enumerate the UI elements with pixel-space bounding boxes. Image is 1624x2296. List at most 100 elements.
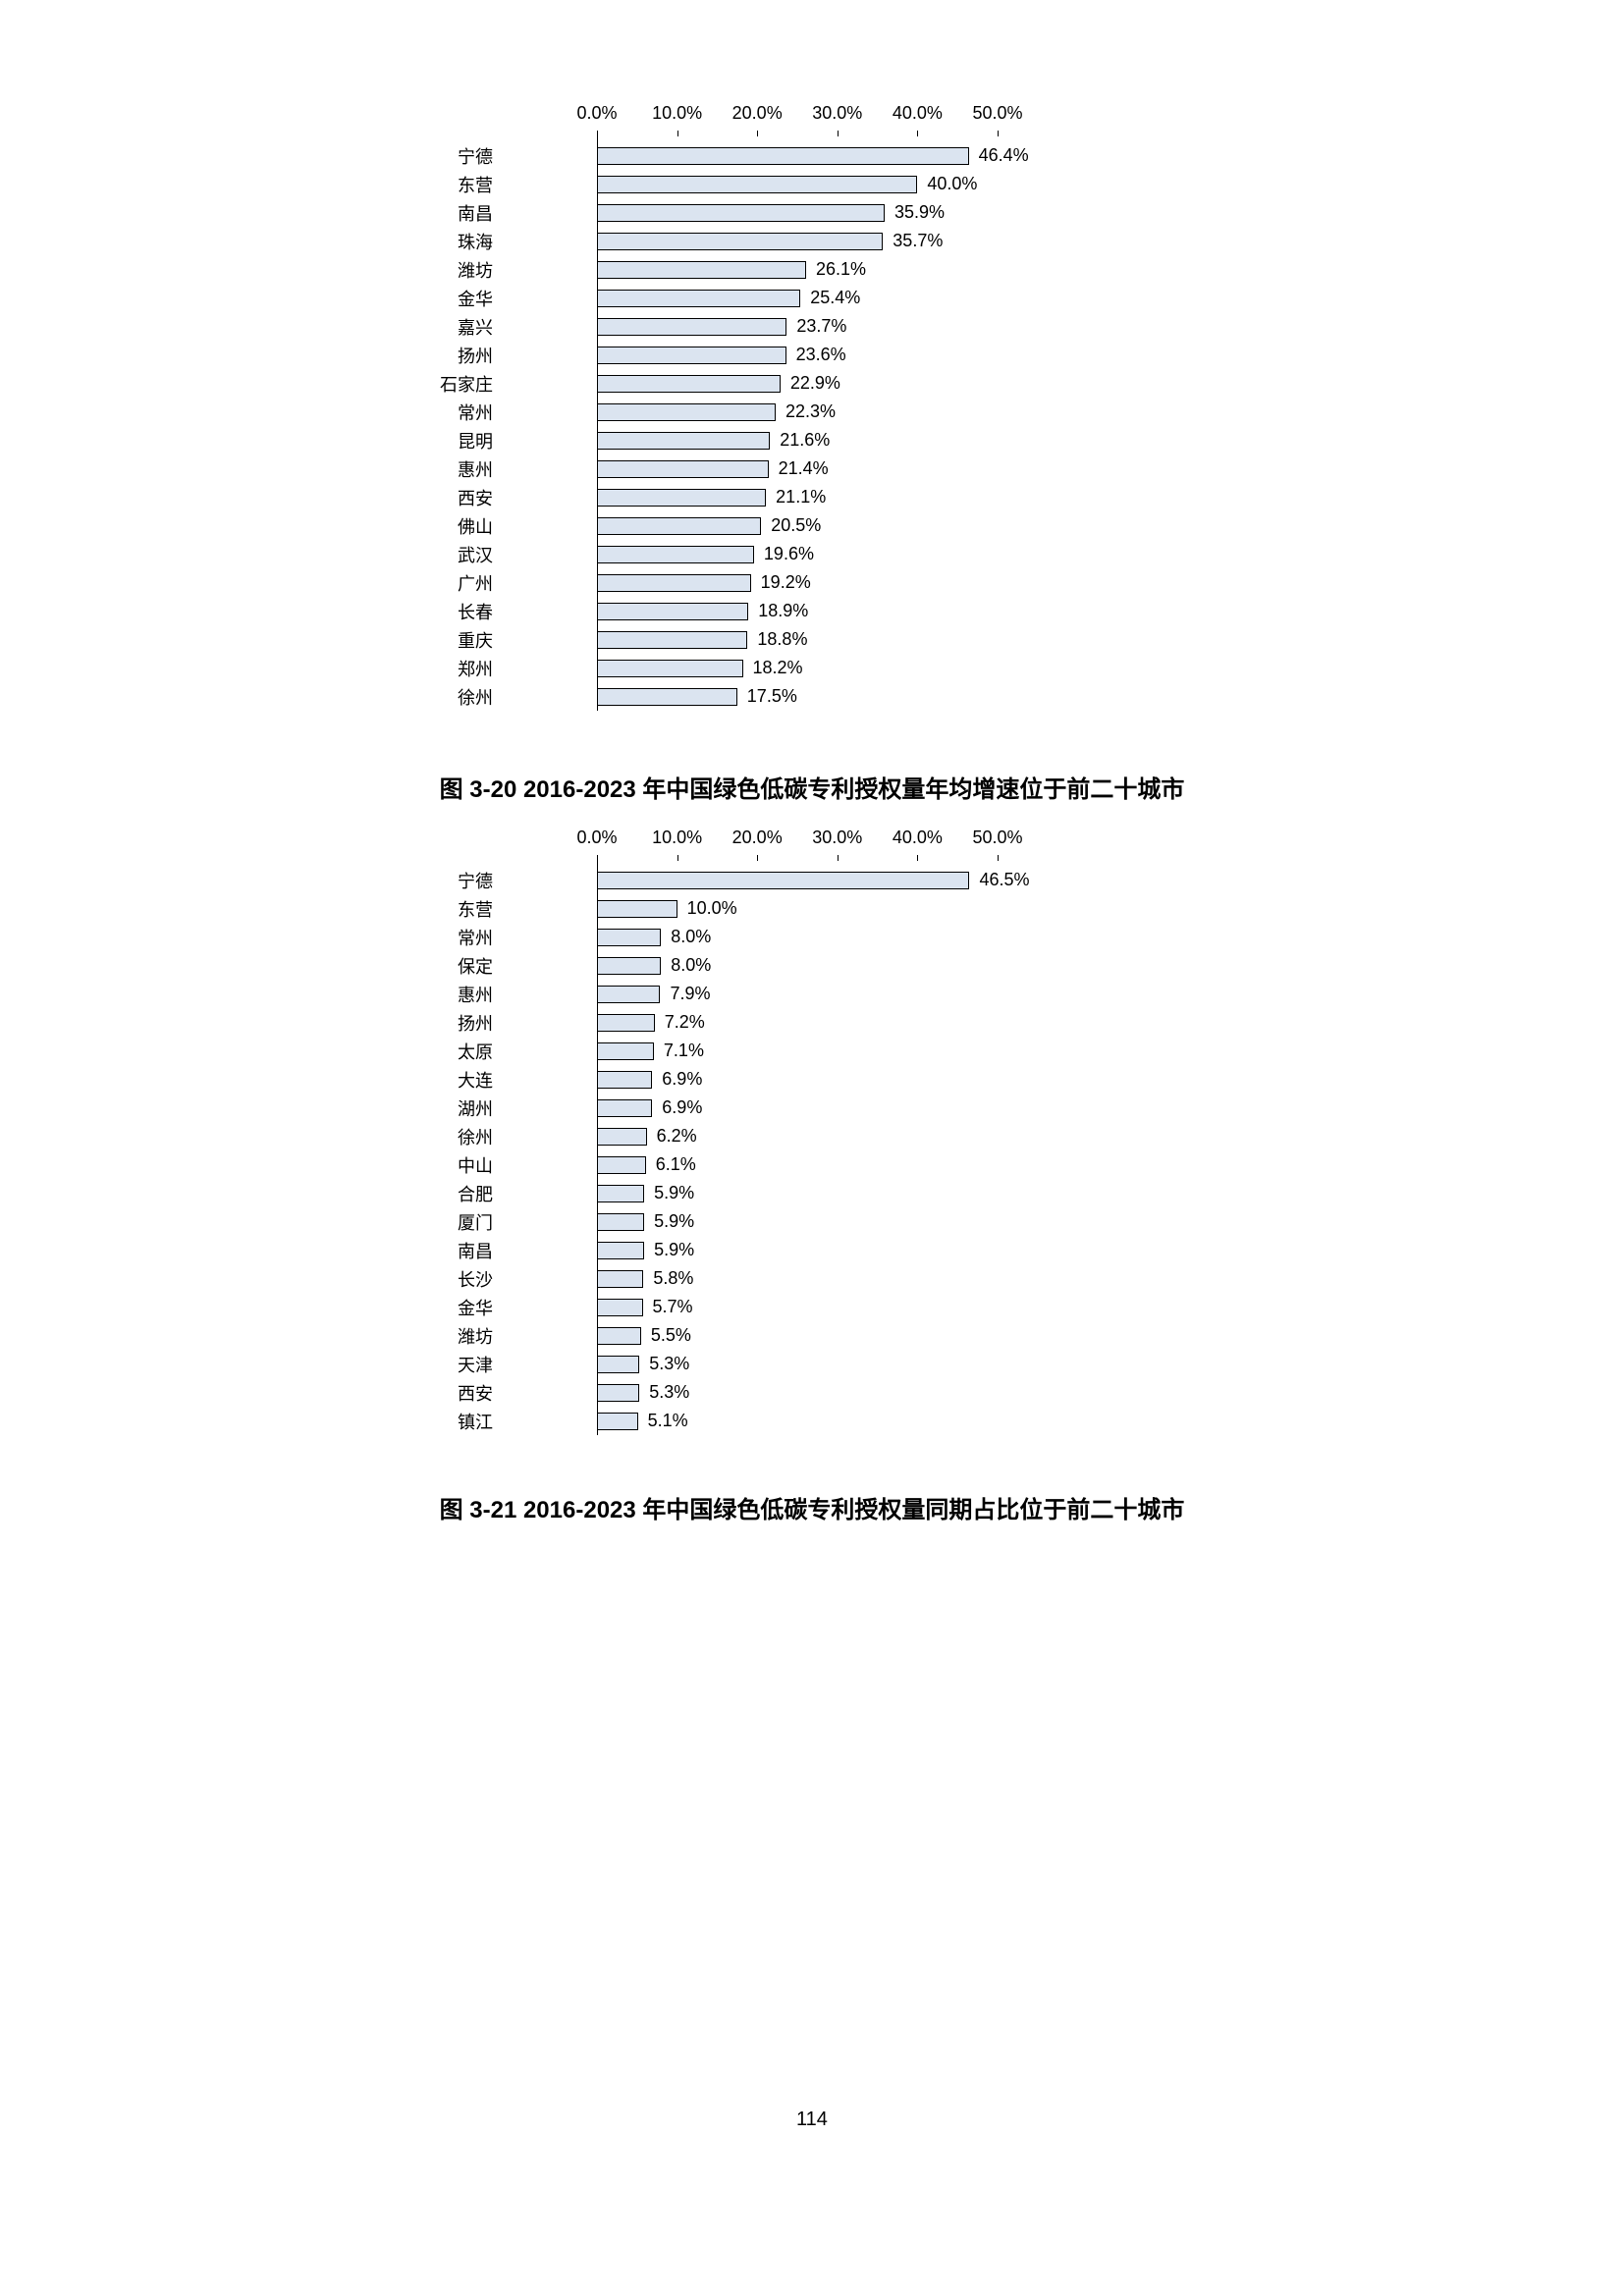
bar-value-label: 5.8% [653,1268,693,1289]
bar-value-label: 17.5% [747,686,797,707]
bar-value-label: 7.2% [665,1012,705,1033]
bar-category-label: 东营 [458,172,493,197]
bar-rect [597,1299,643,1316]
bar-value-label: 18.8% [757,629,807,650]
x-tick-label: 20.0% [732,828,783,848]
bar-category-label: 南昌 [458,200,493,226]
bar-value-label: 35.7% [893,231,943,251]
bar-category-label: 广州 [458,570,493,596]
bar-value-label: 22.3% [785,401,836,422]
x-tick-label: 10.0% [652,828,702,848]
bar-row: 郑州18.2% [509,654,1115,682]
bar-row: 金华5.7% [509,1293,1115,1321]
bar-value-label: 21.4% [779,458,829,479]
bar-value-label: 18.2% [753,658,803,678]
bar-rect [597,986,660,1003]
bar-rect [597,176,917,193]
bar-rect [597,432,770,450]
bar-value-label: 18.9% [758,601,808,621]
bar-value-label: 25.4% [810,288,860,308]
bar-value-label: 40.0% [927,174,977,194]
bar-category-label: 徐州 [458,1124,493,1149]
bar-row: 石家庄22.9% [509,369,1115,398]
x-tick-label: 50.0% [972,103,1022,124]
bar-row: 西安21.1% [509,483,1115,511]
bar-rect [597,318,786,336]
x-tick-label: 10.0% [652,103,702,124]
chart-2: 0.0%10.0%20.0%30.0%40.0%50.0%宁德46.5%东营10… [509,828,1115,1435]
bar-row: 保定8.0% [509,951,1115,980]
bar-row: 合肥5.9% [509,1179,1115,1207]
bar-category-label: 佛山 [458,513,493,539]
bar-value-label: 5.9% [654,1183,694,1203]
bar-value-label: 26.1% [816,259,866,280]
bar-category-label: 潍坊 [458,1323,493,1349]
bar-rect [597,261,806,279]
bar-value-label: 46.4% [979,145,1029,166]
x-tick-label: 0.0% [576,103,617,124]
bar-rect [597,1128,647,1146]
x-tick-label: 40.0% [893,828,943,848]
chart-1-block: 0.0%10.0%20.0%30.0%40.0%50.0%宁德46.4%东营40… [0,103,1624,828]
bar-row: 惠州7.9% [509,980,1115,1008]
bar-rect [597,631,747,649]
bar-row: 徐州6.2% [509,1122,1115,1150]
chart-2-block: 0.0%10.0%20.0%30.0%40.0%50.0%宁德46.5%东营10… [0,828,1624,1532]
bar-category-label: 东营 [458,896,493,922]
bar-category-label: 常州 [458,925,493,950]
document-page: 0.0% 10.0% 20.0% 30.0% 40.0% 50.0% 宁德46.4% 东营 40… [0,0,1624,2296]
bar-row: 长沙5.8% [509,1264,1115,1293]
bar-value-label: 5.9% [654,1240,694,1260]
bar-category-label: 重庆 [458,627,493,653]
bar-category-label: 厦门 [458,1209,493,1235]
bar-rect [597,347,786,364]
bar-row: 常州8.0% [509,923,1115,951]
bar-category-label: 石家庄 [440,371,493,397]
bar-row: 长春18.9% [509,597,1115,625]
bar-rect [597,233,883,250]
bar-category-label: 昆明 [458,428,493,454]
bar-row: 金华25.4% [509,284,1115,312]
bar-rect [597,517,761,535]
bar-category-label: 嘉兴 [458,314,493,340]
bar-category-label: 潍坊 [458,257,493,283]
x-tick-label: 0.0% [576,828,617,848]
bar-rect [597,204,885,222]
bar-value-label: 23.6% [796,345,846,365]
bar-row: 中山6.1% [509,1150,1115,1179]
x-tick-label: 50.0% [972,828,1022,848]
bar-rect [597,688,737,706]
bar-rect [597,574,751,592]
bar-rect [597,1356,639,1373]
x-tick-label: 40.0% [893,103,943,124]
bar-row: 广州19.2% [509,568,1115,597]
bar-value-label: 7.9% [670,984,710,1004]
bar-row: 昆明21.6% [509,426,1115,454]
bar-value-label: 19.2% [761,572,811,593]
x-tick-label: 30.0% [812,103,862,124]
bar-category-label: 合肥 [458,1181,493,1206]
bar-category-label: 湖州 [458,1095,493,1121]
bar-row: 大连6.9% [509,1065,1115,1094]
bar-row: 宁德46.4% [509,141,1115,170]
bar-rect [597,1413,638,1430]
bars-region: 宁德46.5%东营10.0%常州8.0%保定8.0%惠州7.9%扬州7.2%太原… [509,855,1115,1435]
bar-value-label: 35.9% [894,202,945,223]
x-axis: 0.0%10.0%20.0%30.0%40.0%50.0% [509,828,1115,855]
bar-row: 南昌5.9% [509,1236,1115,1264]
bar-rect [597,1213,644,1231]
bar-row: 东营10.0% [509,894,1115,923]
bar-rect [597,460,769,478]
bar-rect [597,1156,646,1174]
bar-rect [597,872,969,889]
bar-rect [597,929,661,946]
bar-row: 扬州23.6% [509,341,1115,369]
chart-1: 0.0%10.0%20.0%30.0%40.0%50.0%宁德46.4%东营40… [509,103,1115,711]
bar-row: 武汉19.6% [509,540,1115,568]
bar-rect [597,660,743,677]
bar-category-label: 镇江 [458,1409,493,1434]
bar-rect [597,290,800,307]
bar-category-label: 常州 [458,400,493,425]
bar-category-label: 长沙 [458,1266,493,1292]
bar-value-label: 6.9% [662,1097,702,1118]
